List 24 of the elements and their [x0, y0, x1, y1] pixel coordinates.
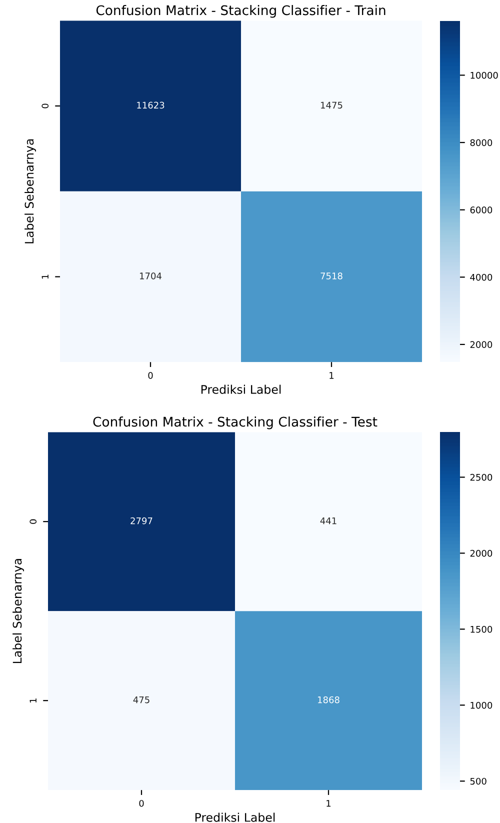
color-bar-label: 6000 [470, 206, 492, 214]
x-axis-title: Prediksi Label [201, 384, 281, 394]
data-label: 7518 [320, 272, 342, 280]
y-axis-title: Label Sebenarnya [24, 139, 36, 244]
data-label: 1868 [318, 696, 340, 704]
data-label: 1704 [140, 272, 162, 280]
chart-title: Confusion Matrix - Stacking Classifier - Test [93, 416, 378, 430]
color-bar-label: 2000 [470, 550, 492, 557]
chart-title: Confusion Matrix - Stacking Classifier - Train [96, 4, 386, 18]
color-bar-label: 2000 [470, 341, 492, 348]
color-bar-label: 500 [470, 778, 486, 785]
color-bar-label: 8000 [470, 139, 492, 146]
color-bar-label: 4000 [470, 274, 492, 281]
color-bar-label: 2500 [470, 474, 492, 481]
data-label: 11623 [137, 102, 164, 109]
data-label: 441 [320, 517, 336, 524]
color-bar-label: 1000 [470, 702, 492, 709]
color-bar-label: 1500 [470, 626, 492, 633]
data-label: 2797 [130, 517, 152, 524]
color-bar-label: 10000 [470, 72, 498, 79]
data-label: 1475 [321, 102, 342, 109]
data-label: 475 [133, 696, 150, 704]
x-axis-title: Prediksi Label [195, 812, 275, 822]
y-axis-title: Label Sebenarnya [12, 559, 24, 664]
